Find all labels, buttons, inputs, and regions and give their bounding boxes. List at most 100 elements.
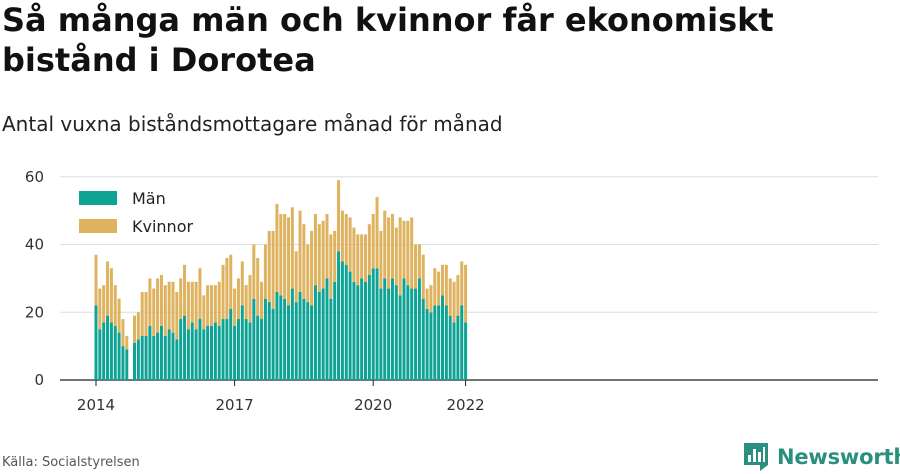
- bar-woman: [167, 281, 171, 330]
- bar-woman: [140, 291, 144, 336]
- bar-man: [448, 315, 452, 380]
- bar-man: [252, 298, 256, 380]
- bar-woman: [98, 288, 102, 330]
- bar-man: [279, 295, 283, 380]
- bar-man: [313, 285, 317, 380]
- bar-man: [433, 305, 437, 380]
- bar-woman: [152, 288, 156, 336]
- chart: 0 20 40 60 2014 2017 2020 2022 Män Kvinnor: [25, 168, 878, 414]
- legend-label-woman: Kvinnor: [132, 217, 193, 236]
- y-tick-label: 40: [25, 236, 44, 254]
- bar-man: [348, 271, 352, 380]
- bar-man: [310, 305, 314, 380]
- bar-woman: [325, 214, 329, 279]
- chart-title: Så många män och kvinnor får ekonomiskt …: [2, 1, 774, 79]
- bar-woman: [460, 261, 464, 306]
- bar-man: [294, 302, 298, 380]
- bar-man: [283, 298, 287, 380]
- bar-man: [456, 315, 460, 380]
- bar-woman: [113, 285, 117, 326]
- bar-woman: [437, 271, 441, 306]
- bar-woman: [198, 268, 202, 320]
- bar-man: [287, 305, 290, 380]
- bar-man: [275, 291, 279, 380]
- bar-man: [106, 315, 110, 380]
- x-tick-label: 2020: [354, 396, 392, 414]
- bar-woman: [159, 275, 163, 326]
- bar-man: [325, 278, 329, 380]
- bar-man: [302, 298, 306, 380]
- bar-man: [410, 288, 414, 380]
- bar-woman: [156, 278, 160, 333]
- bar-woman: [133, 315, 136, 343]
- y-tick-label: 0: [34, 371, 44, 389]
- bar-woman: [340, 210, 344, 262]
- bar-man: [337, 251, 341, 380]
- bar-man: [306, 302, 310, 380]
- bar-man: [290, 288, 294, 380]
- bar-woman: [229, 254, 233, 309]
- bar-man: [356, 285, 360, 380]
- x-tick-label: 2022: [447, 396, 485, 414]
- bar-man: [452, 322, 456, 380]
- bar-woman: [337, 180, 341, 252]
- bar-woman: [102, 285, 106, 323]
- bar-man: [333, 281, 337, 380]
- bar-man: [321, 288, 325, 380]
- bar-woman: [344, 214, 348, 265]
- bar-woman: [287, 217, 290, 306]
- bar-man: [217, 325, 221, 380]
- bar-woman: [390, 214, 394, 279]
- bar-man: [113, 325, 117, 380]
- bar-man: [156, 332, 160, 380]
- bar-man: [248, 322, 252, 380]
- bar-man: [375, 268, 379, 380]
- bar-woman: [283, 214, 287, 299]
- bar-woman: [425, 288, 429, 309]
- bar-man: [444, 305, 448, 380]
- bar-man: [167, 329, 171, 380]
- bar-man: [317, 291, 321, 380]
- bar-woman: [452, 281, 456, 323]
- bar-man: [236, 319, 240, 380]
- bar-man: [194, 329, 198, 380]
- bar-woman: [106, 261, 110, 316]
- bar-man: [175, 339, 179, 380]
- bar-man: [390, 278, 394, 380]
- bar-man: [98, 329, 102, 380]
- bar-man: [402, 278, 406, 380]
- bar-woman: [464, 264, 468, 323]
- bar-man: [121, 346, 125, 380]
- y-tick-label: 20: [25, 303, 44, 321]
- bar-man: [437, 305, 441, 380]
- bar-woman: [194, 281, 198, 330]
- bar-man: [210, 325, 213, 380]
- bar-woman: [221, 264, 225, 320]
- bar-woman: [260, 281, 264, 320]
- bar-woman: [148, 278, 152, 326]
- bar-man: [364, 281, 367, 380]
- bar-man: [260, 319, 264, 380]
- legend-swatch-man: [79, 191, 117, 205]
- bar-woman: [313, 214, 317, 286]
- bar-woman: [252, 244, 256, 299]
- bar-man: [144, 335, 148, 380]
- bar-man: [206, 325, 210, 380]
- bar-man: [171, 332, 175, 380]
- bar-man: [159, 325, 163, 380]
- bar-woman: [375, 197, 379, 269]
- bar-woman: [306, 244, 310, 303]
- bar-woman: [94, 254, 98, 306]
- bar-woman: [109, 268, 113, 323]
- bar-woman: [190, 281, 194, 323]
- bar-man: [190, 322, 194, 380]
- bar-man: [198, 319, 202, 380]
- bar-woman: [383, 210, 387, 279]
- bar-man: [152, 335, 156, 380]
- bar-woman: [179, 278, 183, 320]
- bar-woman: [352, 227, 356, 282]
- bar-man: [379, 288, 383, 380]
- bar-man: [344, 264, 348, 380]
- bar-woman: [240, 261, 244, 306]
- bar-woman: [213, 285, 217, 323]
